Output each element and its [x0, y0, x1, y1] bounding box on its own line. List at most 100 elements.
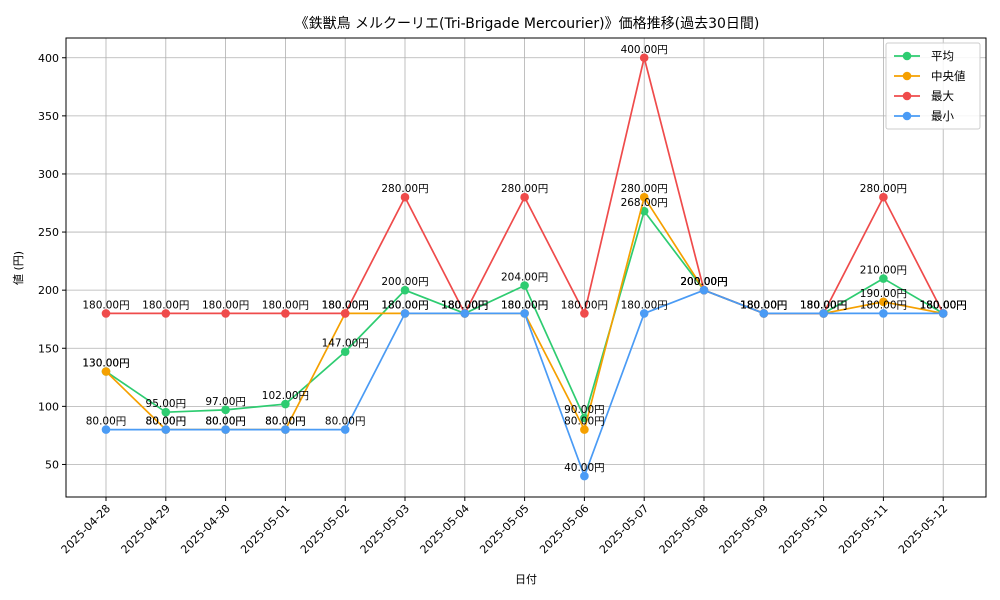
x-tick-label: 2025-05-03	[358, 502, 412, 556]
data-point	[161, 309, 171, 318]
data-point	[938, 309, 948, 318]
data-label: 80.00円	[146, 416, 187, 428]
x-tick-label: 2025-05-11	[836, 502, 890, 556]
x-tick-label: 2025-05-10	[776, 502, 830, 556]
data-label: 200.00円	[680, 276, 727, 288]
y-tick-label: 50	[45, 458, 59, 471]
x-tick-label: 2025-05-09	[717, 502, 771, 556]
x-tick-label: 2025-05-01	[238, 502, 292, 556]
data-point	[281, 399, 290, 409]
data-label: 95.00円	[146, 398, 187, 410]
data-label: 268.00円	[621, 197, 668, 209]
x-tick-label: 2025-05-08	[657, 502, 711, 556]
data-point	[759, 309, 769, 318]
data-label: 180.00円	[800, 299, 847, 311]
data-label: 190.00円	[860, 288, 907, 300]
data-point	[639, 309, 649, 318]
data-label: 180.00円	[621, 299, 668, 311]
data-point	[580, 471, 589, 481]
data-point	[281, 425, 290, 434]
legend-label: 最大	[931, 89, 954, 103]
data-label: 80.00円	[205, 416, 246, 428]
data-label: 280.00円	[860, 183, 907, 195]
data-point	[340, 347, 350, 357]
data-label: 180.00円	[322, 299, 369, 311]
legend-label: 最小	[931, 109, 954, 123]
y-axis-ticks: 50 100 150 200 250 300 350 400	[38, 52, 66, 471]
data-label: 180.00円	[800, 299, 847, 311]
y-tick-label: 250	[38, 226, 59, 239]
chart-title: 《鉄獣鳥 メルクーリエ(Tri-Brigade Mercourier)》価格推移…	[295, 16, 760, 32]
data-label: 80.00円	[205, 416, 246, 428]
data-label: 400.00円	[621, 44, 668, 56]
data-label: 80.00円	[325, 416, 366, 428]
data-label: 200.00円	[381, 276, 428, 288]
x-tick-label: 2025-04-30	[178, 502, 232, 556]
data-point	[101, 425, 111, 434]
data-label: 97.00円	[205, 396, 246, 408]
x-axis-ticks: 2025-04-28 2025-04-29 2025-04-30 2025-05-01…	[59, 497, 950, 556]
data-label: 180.00円	[262, 299, 309, 311]
data-label: 180.00円	[142, 299, 189, 311]
data-label: 90.00円	[564, 404, 605, 416]
data-point	[639, 53, 649, 63]
plot-area	[65, 37, 987, 498]
data-point	[879, 274, 888, 283]
data-point	[879, 192, 888, 202]
data-label: 180.00円	[920, 299, 967, 311]
data-point	[639, 206, 649, 216]
x-tick-label: 2025-05-07	[597, 502, 651, 556]
data-label: 180.00円	[441, 299, 488, 311]
data-label: 102.00円	[262, 390, 309, 402]
x-tick-label: 2025-05-06	[537, 502, 591, 556]
grid	[66, 38, 986, 497]
legend-label: 平均	[931, 49, 954, 63]
data-label: 180.00円	[561, 299, 608, 311]
data-label: 180.00円	[501, 299, 548, 311]
data-point	[221, 425, 230, 434]
data-label: 80.00円	[265, 416, 306, 428]
data-label: 80.00円	[146, 416, 187, 428]
data-point	[400, 285, 410, 295]
legend-swatch-marker	[902, 71, 912, 81]
data-label: 200.00円	[680, 276, 727, 288]
data-label: 180.00円	[322, 299, 369, 311]
data-label: 280.00円	[501, 183, 548, 195]
data-point	[580, 425, 589, 434]
series-3	[101, 285, 948, 481]
data-point	[161, 425, 171, 434]
data-labels: 130.00円 95.00円 97.00円 102.00円 147.00円 200.00円…	[82, 44, 966, 474]
legend-swatch-marker	[902, 51, 912, 61]
y-tick-label: 400	[38, 52, 59, 65]
data-label: 180.00円	[860, 299, 907, 311]
data-label: 130.00円	[82, 358, 129, 370]
x-tick-label: 2025-04-29	[119, 502, 173, 556]
data-point	[460, 309, 470, 318]
data-label: 280.00円	[381, 183, 428, 195]
data-point	[520, 281, 529, 290]
x-axis-label: 日付	[515, 573, 537, 586]
data-label: 180.00円	[920, 299, 967, 311]
data-point	[400, 192, 410, 202]
data-label: 180.00円	[740, 299, 787, 311]
data-point	[161, 407, 171, 417]
data-label: 180.00円	[82, 299, 129, 311]
data-point	[520, 309, 529, 318]
data-point	[281, 309, 290, 318]
data-point	[221, 309, 230, 318]
legend-label: 中央値	[931, 69, 966, 83]
x-tick-label: 2025-04-28	[59, 502, 113, 556]
data-label: 180.00円	[740, 299, 787, 311]
y-axis-label: 値 (円)	[12, 251, 25, 285]
data-point	[580, 309, 589, 318]
data-point	[101, 309, 111, 318]
data-label: 180.00円	[202, 299, 249, 311]
data-label: 40.00円	[564, 462, 605, 474]
data-point	[879, 297, 888, 307]
data-label: 180.00円	[501, 299, 548, 311]
data-label: 130.00円	[82, 358, 129, 370]
data-point	[221, 405, 230, 415]
data-label: 180.00円	[441, 299, 488, 311]
data-label: 147.00円	[322, 338, 369, 350]
